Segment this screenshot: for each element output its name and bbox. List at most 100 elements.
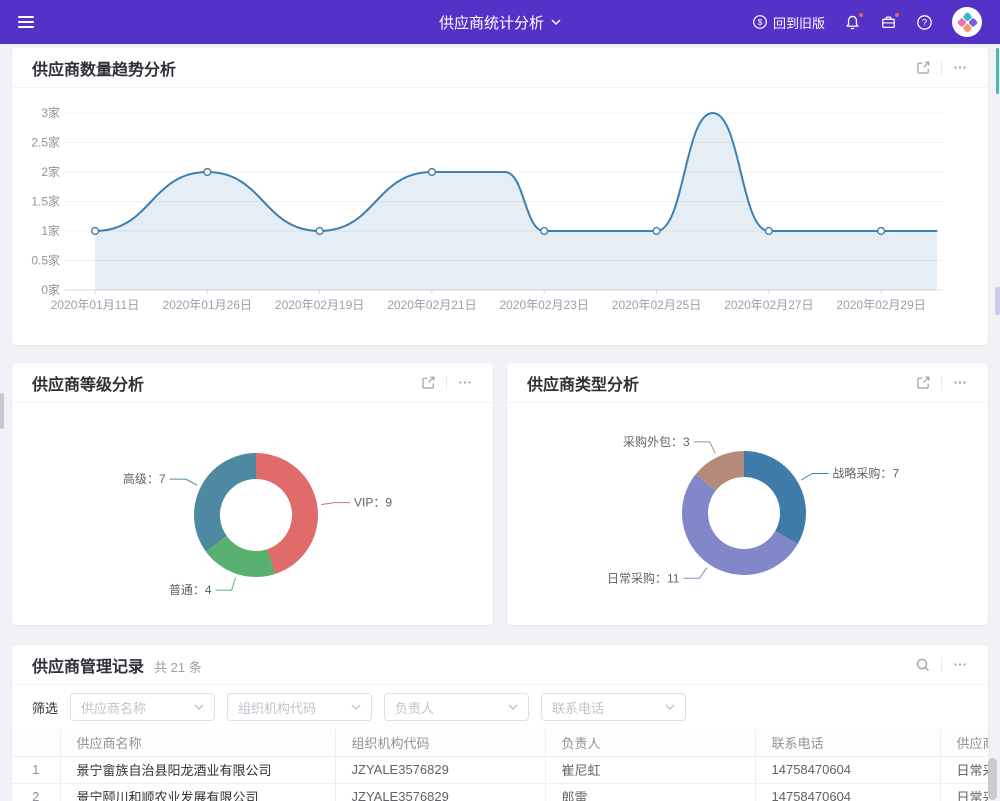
table-scrollbar-thumb[interactable]: [988, 758, 997, 800]
label-line: [800, 473, 829, 481]
export-icon[interactable]: [916, 375, 931, 390]
chevron-down-icon: [351, 704, 361, 710]
data-point: [427, 167, 437, 177]
back-to-old-version-link[interactable]: $ 回到旧版: [752, 13, 825, 32]
svg-text:?: ?: [922, 17, 927, 28]
export-icon[interactable]: [421, 375, 436, 390]
help-icon[interactable]: ?: [916, 14, 933, 31]
donut-segment: [744, 451, 806, 544]
chevron-down-icon: [508, 704, 518, 710]
data-point: [652, 226, 661, 236]
x-tick-label: 2020年02月27日: [724, 298, 813, 312]
table-cell: 1: [12, 756, 61, 784]
trend-card-header: 供应商数量趋势分析: [12, 48, 988, 88]
donut-label: 日常采购：11: [607, 570, 680, 585]
type-card-title: 供应商类型分析: [527, 376, 640, 394]
chevron-down-icon: [665, 704, 675, 710]
notification-bell-icon[interactable]: [844, 11, 864, 31]
table-row[interactable]: 1 景宁畲族自治县阳龙酒业有限公司 JZYALE3576829 崔尼虹 14758470…: [12, 756, 988, 784]
filter-select[interactable]: 组织机构代码: [227, 693, 373, 721]
table-cell: 崔尼虹: [544, 756, 756, 784]
filter-label: 筛选: [32, 700, 59, 716]
briefcase-icon[interactable]: [880, 11, 900, 31]
table-row[interactable]: 2 景宁颐川和顺农业发展有限公司 JZYALE3576829 郎雷 1475847060…: [12, 783, 988, 801]
level-card: 供应商等级分析 VIP：9 普通：4 高级：7: [12, 363, 493, 625]
table-cell: 景宁畲族自治县阳龙酒业有限公司: [59, 756, 336, 784]
table-header-cell: 供应商名称: [59, 729, 336, 757]
label-line: [683, 567, 708, 579]
table-header-row: 供应商名称组织机构代码负责人联系电话供应商类型: [12, 729, 988, 757]
chevron-down-icon: [194, 704, 204, 710]
table-header-cell: [12, 729, 61, 757]
x-tick-label: 2020年02月21日: [387, 298, 476, 312]
search-icon[interactable]: [915, 657, 931, 673]
x-tick-label: 2020年02月23日: [499, 298, 588, 312]
donut-cards-row: 供应商等级分析 VIP：9 普通：4 高级：7: [12, 363, 988, 625]
table-cell: 景宁颐川和顺农业发展有限公司: [59, 783, 336, 801]
data-point: [90, 226, 100, 236]
table-cell: JZYALE3576829: [334, 783, 546, 801]
svg-text:$: $: [758, 17, 763, 27]
donut-segment: [256, 453, 318, 574]
donut-label: VIP：9: [354, 496, 392, 510]
donut-segment: [681, 474, 798, 576]
avatar[interactable]: [952, 7, 982, 37]
actions-divider: [446, 375, 447, 390]
more-icon[interactable]: [952, 657, 968, 672]
trend-area: [95, 113, 938, 290]
type-donut-chart[interactable]: 战略采购：7 日常采购：11 采购外包：3: [507, 403, 988, 625]
table-header-cell: 联系电话: [754, 729, 941, 757]
filter-placeholder: 供应商名称: [81, 700, 147, 716]
y-tick-label: 0.5家: [31, 253, 60, 268]
back-to-old-version-label: 回到旧版: [772, 15, 825, 31]
right-scrollbar-segment-mid[interactable]: [995, 287, 1000, 315]
page-title-dropdown[interactable]: 供应商统计分析: [439, 12, 561, 33]
filter-select[interactable]: 供应商名称: [70, 693, 216, 721]
donut-label: 高级：7: [123, 471, 166, 486]
y-tick-label: 3家: [41, 105, 60, 120]
records-count: 共 21 条: [154, 659, 202, 675]
x-tick-label: 2020年02月25日: [612, 298, 701, 312]
export-icon[interactable]: [916, 60, 931, 75]
filter-placeholder: 负责人: [395, 700, 435, 716]
donut-segment: [695, 451, 744, 491]
level-donut-chart[interactable]: VIP：9 普通：4 高级：7: [12, 403, 493, 625]
trend-line-chart[interactable]: 0家 0.5家 1家 1.5家 2家 2.5家 3家 2020年01月11日 2020年01月2…: [12, 88, 988, 328]
data-point: [764, 226, 773, 236]
navbar-actions: $ 回到旧版 ?: [752, 7, 982, 37]
page-title: 供应商统计分析: [438, 14, 545, 32]
data-point: [876, 226, 886, 236]
label-line: [169, 478, 198, 486]
label-line: [693, 441, 716, 454]
table-cell: 2: [12, 783, 61, 801]
data-point: [203, 167, 212, 177]
donut-label: 战略采购：7: [832, 466, 899, 481]
notification-badge: [858, 11, 864, 18]
avatar-logo: [956, 11, 978, 33]
top-navbar: 供应商统计分析 $ 回到旧版: [0, 0, 1000, 44]
more-icon[interactable]: [952, 375, 968, 390]
data-point: [315, 226, 324, 236]
filter-select[interactable]: 负责人: [384, 693, 530, 721]
y-tick-label: 2.5家: [31, 135, 60, 150]
table-cell: 郎雷: [544, 783, 756, 801]
trend-card: 供应商数量趋势分析 0家 0.5家 1家 1.5家 2家 2.5家 3家 2020年01月11…: [12, 48, 988, 345]
table-cell: 14758470604: [754, 756, 941, 784]
y-tick-label: 0家: [41, 282, 60, 297]
table-cell: 日常采购: [939, 756, 988, 784]
records-card: 供应商管理记录 共 21 条 筛选 供应商名称 组织机构代码 负责人 联系电话 供应商…: [12, 645, 988, 801]
type-card: 供应商类型分析 战略采购：7 日常采购：11 采购外包：3: [507, 363, 988, 625]
trend-card-title: 供应商数量趋势分析: [32, 61, 177, 79]
more-icon[interactable]: [457, 375, 473, 390]
table-cell: 14758470604: [754, 783, 941, 801]
right-scrollbar-segment-top[interactable]: [996, 48, 999, 94]
menu-icon[interactable]: [18, 16, 34, 28]
more-icon[interactable]: [952, 60, 968, 75]
x-tick-label: 2020年01月11日: [51, 298, 140, 312]
records-table: 供应商名称组织机构代码负责人联系电话供应商类型 1景宁畲族自治县阳龙酒业有限公司…: [12, 729, 988, 801]
filter-select[interactable]: 联系电话: [541, 693, 687, 721]
table-header-cell: 供应商类型: [939, 729, 988, 757]
x-tick-label: 2020年02月19日: [275, 298, 364, 312]
donut-label: 普通：4: [169, 583, 212, 597]
left-scrollbar-thumb[interactable]: [0, 393, 4, 429]
